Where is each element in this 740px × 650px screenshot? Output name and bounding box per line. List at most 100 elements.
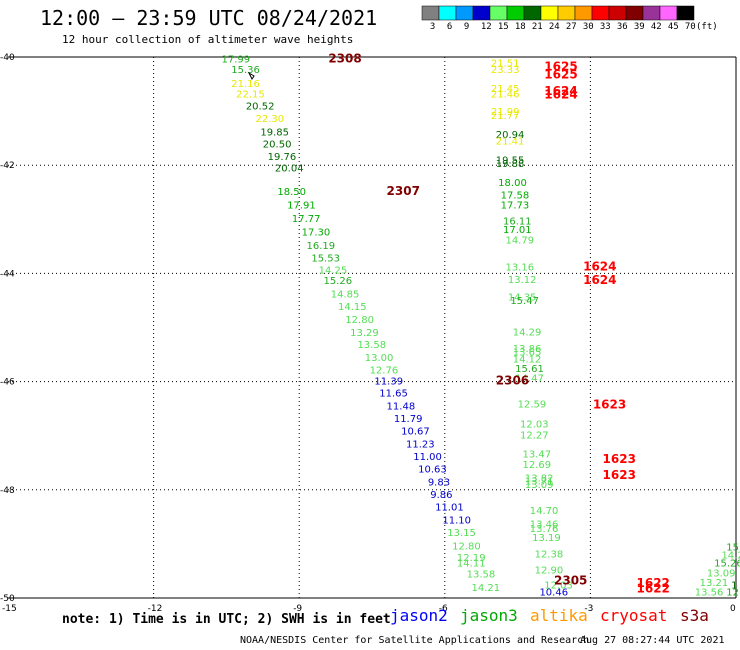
latitude-tick-label: -48	[0, 486, 15, 496]
wave-height-value: 15.61	[515, 364, 544, 375]
wave-height-value: 1	[731, 580, 737, 591]
wave-height-value: 14.29	[513, 328, 542, 339]
wave-height-value: 12.27	[520, 430, 549, 441]
colorbar	[421, 5, 695, 21]
latitude-tick-label: -44	[0, 269, 15, 279]
wave-height-value: 11.00	[413, 452, 442, 463]
wave-height-value: 12.69	[522, 460, 551, 471]
legend-s3a: s3a	[680, 606, 709, 625]
wave-height-value: 10.46	[539, 587, 568, 598]
wave-height-value: 17.30	[302, 228, 331, 239]
wave-height-value: 12.03	[544, 580, 573, 591]
colorbar-swatch	[608, 5, 627, 21]
wave-height-value: 14.12	[513, 355, 542, 366]
wave-height-value: 20.52	[246, 101, 275, 112]
wave-height-value: 13.82	[525, 474, 554, 485]
wave-height-value: 11.01	[435, 502, 464, 513]
wave-height-value: 10.63	[418, 464, 447, 475]
pass-number-label: 1623	[603, 452, 636, 466]
wave-height-value: 9.86	[430, 490, 452, 501]
legend-altika: altika	[530, 606, 588, 625]
pass-number-label: 2307	[387, 184, 420, 198]
colorbar-label: 70	[684, 22, 696, 32]
pass-number-label: 1624	[544, 88, 577, 102]
colorbar-swatch	[472, 5, 491, 21]
pass-number-label: 2306	[496, 373, 529, 387]
wave-height-value: 22.30	[256, 114, 285, 125]
wave-height-value: 13.47	[522, 449, 551, 460]
colorbar-label: 33	[599, 22, 611, 32]
wave-height-value: 20.04	[275, 164, 304, 175]
wave-height-value: 18.50	[277, 187, 306, 198]
wave-height-value: 10.67	[401, 427, 430, 438]
wave-height-value: 11.39	[374, 376, 403, 387]
wave-height-value: 14.47	[515, 374, 544, 385]
footer-credit: NOAA/NESDIS Center for Satellite Applica…	[240, 635, 590, 646]
wave-height-value: 21.41	[496, 137, 525, 148]
wave-height-value: 13.09	[525, 480, 554, 491]
colorbar-label: 12	[480, 22, 492, 32]
colorbar-swatch	[591, 5, 610, 21]
wave-height-value: 11.23	[406, 440, 435, 451]
wave-height-value: 12.80	[452, 541, 481, 552]
colorbar-label: 45	[667, 22, 679, 32]
page-title: 12:00 — 23:59 UTC 08/24/2021	[40, 6, 378, 30]
longitude-tick-label: -6	[439, 604, 448, 614]
wave-height-value: 19.76	[268, 152, 297, 163]
wave-height-value: 20.94	[496, 130, 525, 141]
latitude-tick-label: -50	[0, 594, 15, 604]
wave-height-value: 14.79	[505, 236, 534, 247]
note-text: note: 1) Time is in UTC; 2) SWH is in fe…	[62, 612, 391, 627]
wave-height-value: 13.46	[530, 520, 559, 531]
wave-height-value: 13.12	[508, 275, 537, 286]
wave-height-value: 17.77	[292, 214, 321, 225]
wave-height-value: 15.47	[510, 296, 539, 307]
latitude-tick-label: -42	[0, 161, 15, 171]
colorbar-label: 18	[514, 22, 526, 32]
wave-height-value: 12.59	[518, 400, 547, 411]
wave-height-value: 12.38	[535, 549, 564, 560]
colorbar-swatch	[574, 5, 593, 21]
footer-timestamp: Aug 27 08:27:44 UTC 2021	[580, 635, 725, 646]
wave-height-value: 16.11	[503, 217, 532, 228]
page-subtitle: 12 hour collection of altimeter wave hei…	[62, 33, 354, 46]
pass-number-label: 2305	[554, 573, 587, 587]
wave-height-value: 12.03	[520, 420, 549, 431]
colorbar-swatch	[506, 5, 525, 21]
longitude-tick-label: -9	[293, 604, 302, 614]
colorbar-label: 27	[565, 22, 577, 32]
pass-number-label: 1622	[637, 576, 670, 590]
wave-height-value: 21.16	[231, 79, 260, 90]
wave-height-value: 13.29	[350, 328, 379, 339]
wave-height-value: 21.45	[491, 84, 520, 95]
wave-height-value: 14.85	[331, 290, 360, 301]
wave-height-value: 19.85	[260, 127, 289, 138]
pass-number-label: 1624	[583, 273, 616, 287]
longitude-tick-label: -15	[2, 604, 17, 614]
colorbar-swatch	[489, 5, 508, 21]
wave-height-value: 21.77	[491, 111, 520, 122]
colorbar-label: 36	[616, 22, 628, 32]
wave-height-value: 15.	[726, 542, 740, 553]
longitude-tick-label: -3	[584, 604, 593, 614]
colorbar-swatch	[540, 5, 559, 21]
track-labels: 2308230723062305162516251624162416241624…	[328, 51, 670, 595]
wave-height-value: 12.90	[535, 566, 564, 577]
pass-number-label: 1624	[583, 260, 616, 274]
wave-height-value: 15.53	[311, 253, 340, 264]
wave-height-value: 9.83	[428, 477, 450, 488]
wave-height-value: 16.19	[306, 241, 335, 252]
wave-height-value: 14.25	[319, 265, 348, 276]
wave-height-value: 13.15	[447, 528, 476, 539]
wave-height-value: 21.51	[491, 59, 520, 70]
wave-height-value: 19.55	[496, 156, 525, 167]
colorbar-label: 39	[633, 22, 645, 32]
pass-number-label: 1625	[544, 68, 577, 82]
pass-number-label: 1624	[544, 84, 577, 98]
wave-height-value: 13.00	[365, 353, 394, 364]
wave-height-value: 11.10	[442, 515, 471, 526]
wave-height-value: 13.58	[467, 569, 496, 580]
wave-height-value: 13.09	[707, 568, 736, 579]
colorbar-swatch	[625, 5, 644, 21]
lat-lon-grid	[8, 57, 736, 598]
